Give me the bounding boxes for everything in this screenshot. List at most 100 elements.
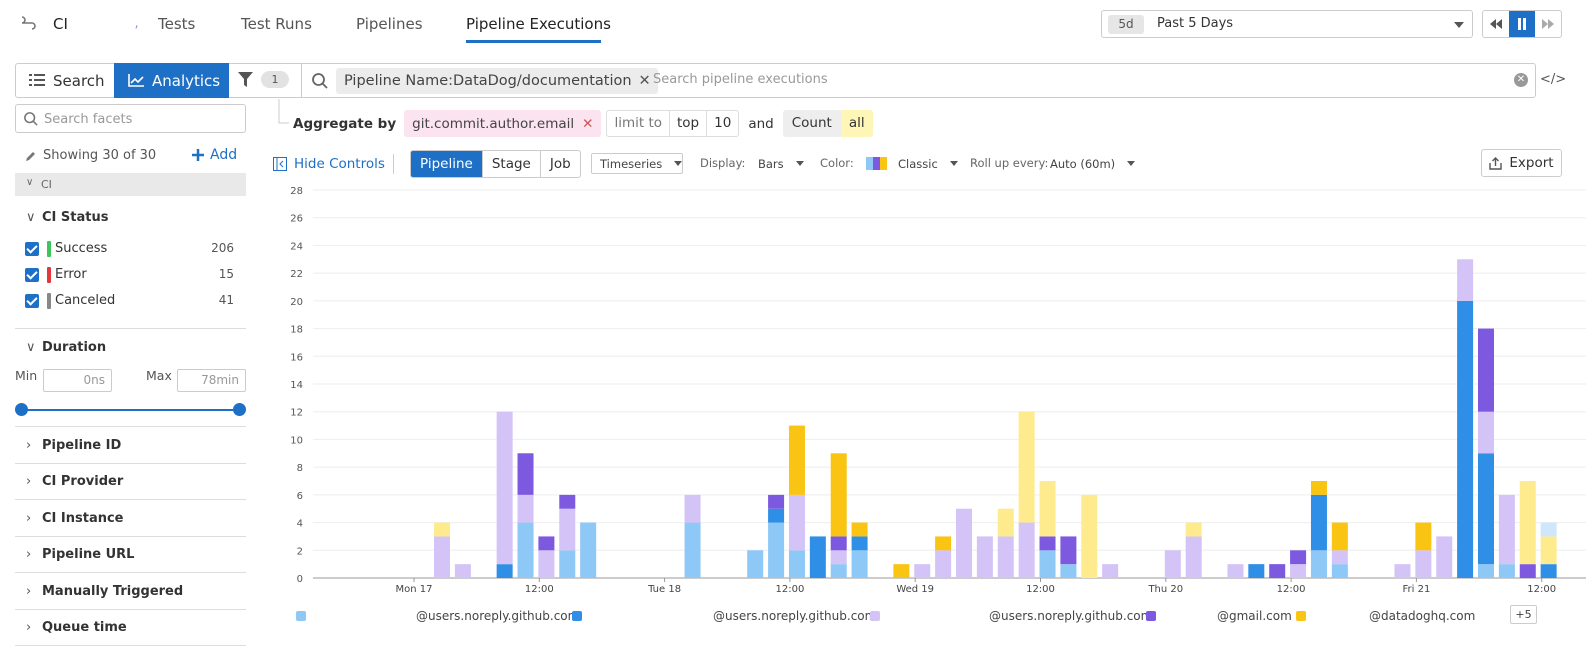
bar-segment <box>1018 522 1035 578</box>
bar-segment <box>768 522 785 578</box>
facet-group-header[interactable]: ∨ CI <box>15 173 246 196</box>
legend-more-button[interactable]: +5 <box>1510 605 1537 624</box>
line-chart-icon <box>128 74 144 87</box>
hide-controls-label: Hide Controls <box>294 156 385 172</box>
clear-search-icon[interactable]: ✕ <box>1514 73 1528 87</box>
bar-segment <box>1540 564 1557 578</box>
limit-n-input[interactable]: 10 <box>706 111 738 136</box>
divider <box>15 426 246 427</box>
code-view-icon[interactable]: </> <box>1540 72 1567 87</box>
bar-segment <box>1415 550 1432 578</box>
checkbox[interactable] <box>25 268 39 282</box>
level-job-button[interactable]: Job <box>539 151 580 177</box>
collapse-panel-icon <box>273 157 287 171</box>
bar-segment <box>517 522 534 578</box>
duration-slider-max-handle[interactable] <box>233 403 246 416</box>
max-duration-input[interactable]: 78min <box>177 369 246 392</box>
duration-slider-min-handle[interactable] <box>15 403 28 416</box>
min-duration-input[interactable]: 0ns <box>43 369 112 392</box>
remove-aggregate-icon[interactable]: ✕ <box>582 115 594 132</box>
divider <box>15 609 246 610</box>
x-tick-label: 12:00 <box>1527 584 1556 595</box>
x-tick-label: Fri 21 <box>1402 584 1430 595</box>
filter-icon <box>238 72 253 87</box>
bar-segment <box>517 494 534 523</box>
rollup-select[interactable]: Auto (60m) <box>1050 153 1136 174</box>
tab-pipelines[interactable]: Pipelines <box>356 15 423 33</box>
pencil-icon[interactable] <box>25 150 37 162</box>
bar-segment <box>684 522 701 578</box>
status-color-bar <box>47 241 51 257</box>
legend-label: @users.noreply.github.com <box>713 609 877 623</box>
add-facet-button[interactable]: Add <box>192 147 237 163</box>
facet-value-error[interactable]: Error 15 <box>25 266 246 284</box>
add-facet-label: Add <box>210 147 238 163</box>
display-select[interactable]: Bars <box>758 153 804 174</box>
palette-swatch-icon <box>866 157 887 170</box>
brand-decoration: ⠀ , . <box>82 16 207 30</box>
list-icon <box>29 74 45 86</box>
facet-title: Pipeline ID <box>42 438 122 453</box>
bar-segment <box>1540 536 1557 565</box>
active-tab-indicator <box>466 40 601 43</box>
measure-all[interactable]: all <box>840 110 873 137</box>
bar-segment <box>1060 564 1077 578</box>
tab-pipeline-executions[interactable]: Pipeline Executions <box>466 15 611 33</box>
bar-segment <box>1018 411 1035 523</box>
search-mode-button[interactable]: Search <box>16 64 114 97</box>
bar-segment <box>788 550 805 578</box>
level-pipeline-button[interactable]: Pipeline <box>411 151 482 177</box>
duration-slider-track[interactable] <box>21 409 239 411</box>
query-filter-text: Pipeline Name:DataDog/documentation <box>344 73 632 89</box>
tab-test-runs[interactable]: Test Runs <box>241 15 312 33</box>
query-filter-chip[interactable]: Pipeline Name:DataDog/documentation ✕ <box>336 68 658 94</box>
hide-controls-button[interactable]: Hide Controls <box>273 156 385 172</box>
bar-segment <box>1540 522 1557 537</box>
pause-icon <box>1518 18 1526 30</box>
aggregate-field-text: git.commit.author.email <box>412 115 575 132</box>
facet-value-canceled[interactable]: Canceled 41 <box>25 292 246 310</box>
y-tick-label: 12 <box>290 408 303 419</box>
facet-title: Pipeline URL <box>42 547 135 562</box>
bar-segment <box>830 536 847 551</box>
tab-tests[interactable]: Tests <box>158 15 196 33</box>
checkbox[interactable] <box>25 242 39 256</box>
tree-connector <box>278 99 289 124</box>
measure-count[interactable]: Count <box>782 110 841 137</box>
bar-segment <box>1060 536 1077 565</box>
facet-search-input[interactable]: Search facets <box>15 104 246 133</box>
bar-segment <box>1478 411 1494 454</box>
facet-title: CI Status <box>42 210 109 225</box>
export-button[interactable]: Export <box>1481 149 1562 177</box>
level-stage-button[interactable]: Stage <box>481 151 540 177</box>
facet-search-placeholder: Search facets <box>44 112 133 127</box>
pause-button[interactable] <box>1509 11 1535 37</box>
measure-control[interactable]: Count all <box>782 110 873 137</box>
remove-filter-icon[interactable]: ✕ <box>638 73 651 89</box>
bar-segment <box>517 453 534 495</box>
and-label: and <box>748 115 774 132</box>
rewind-button[interactable] <box>1483 11 1509 37</box>
chart-legend: @users.noreply.github.com @users.noreply… <box>296 608 1496 624</box>
color-select[interactable]: Classic <box>866 153 958 174</box>
bar-segment <box>1310 550 1327 578</box>
facet-value-success[interactable]: Success 206 <box>25 240 246 258</box>
limit-top-select[interactable]: top <box>669 111 706 136</box>
analytics-mode-button[interactable]: Analytics <box>114 63 229 98</box>
limit-control[interactable]: limit to top 10 <box>606 110 740 137</box>
y-tick-label: 4 <box>297 519 303 530</box>
facet-title: CI Instance <box>42 511 124 526</box>
y-tick-label: 26 <box>290 214 303 225</box>
filter-toggle[interactable]: 1 <box>238 71 289 88</box>
search-input[interactable]: Search pipeline executions <box>653 72 828 87</box>
bar-segment <box>830 453 847 537</box>
chevron-down-icon: ∨ <box>26 340 36 355</box>
search-icon <box>24 112 38 126</box>
visualization-select[interactable]: Timeseries <box>591 153 683 174</box>
checkbox[interactable] <box>25 294 39 308</box>
aggregate-field-chip[interactable]: git.commit.author.email ✕ <box>404 110 602 137</box>
bar-segment <box>1331 564 1348 578</box>
time-range-selector[interactable]: 5d Past 5 Days <box>1101 10 1473 38</box>
fast-forward-button[interactable] <box>1535 11 1561 37</box>
legend-swatch <box>870 611 880 621</box>
